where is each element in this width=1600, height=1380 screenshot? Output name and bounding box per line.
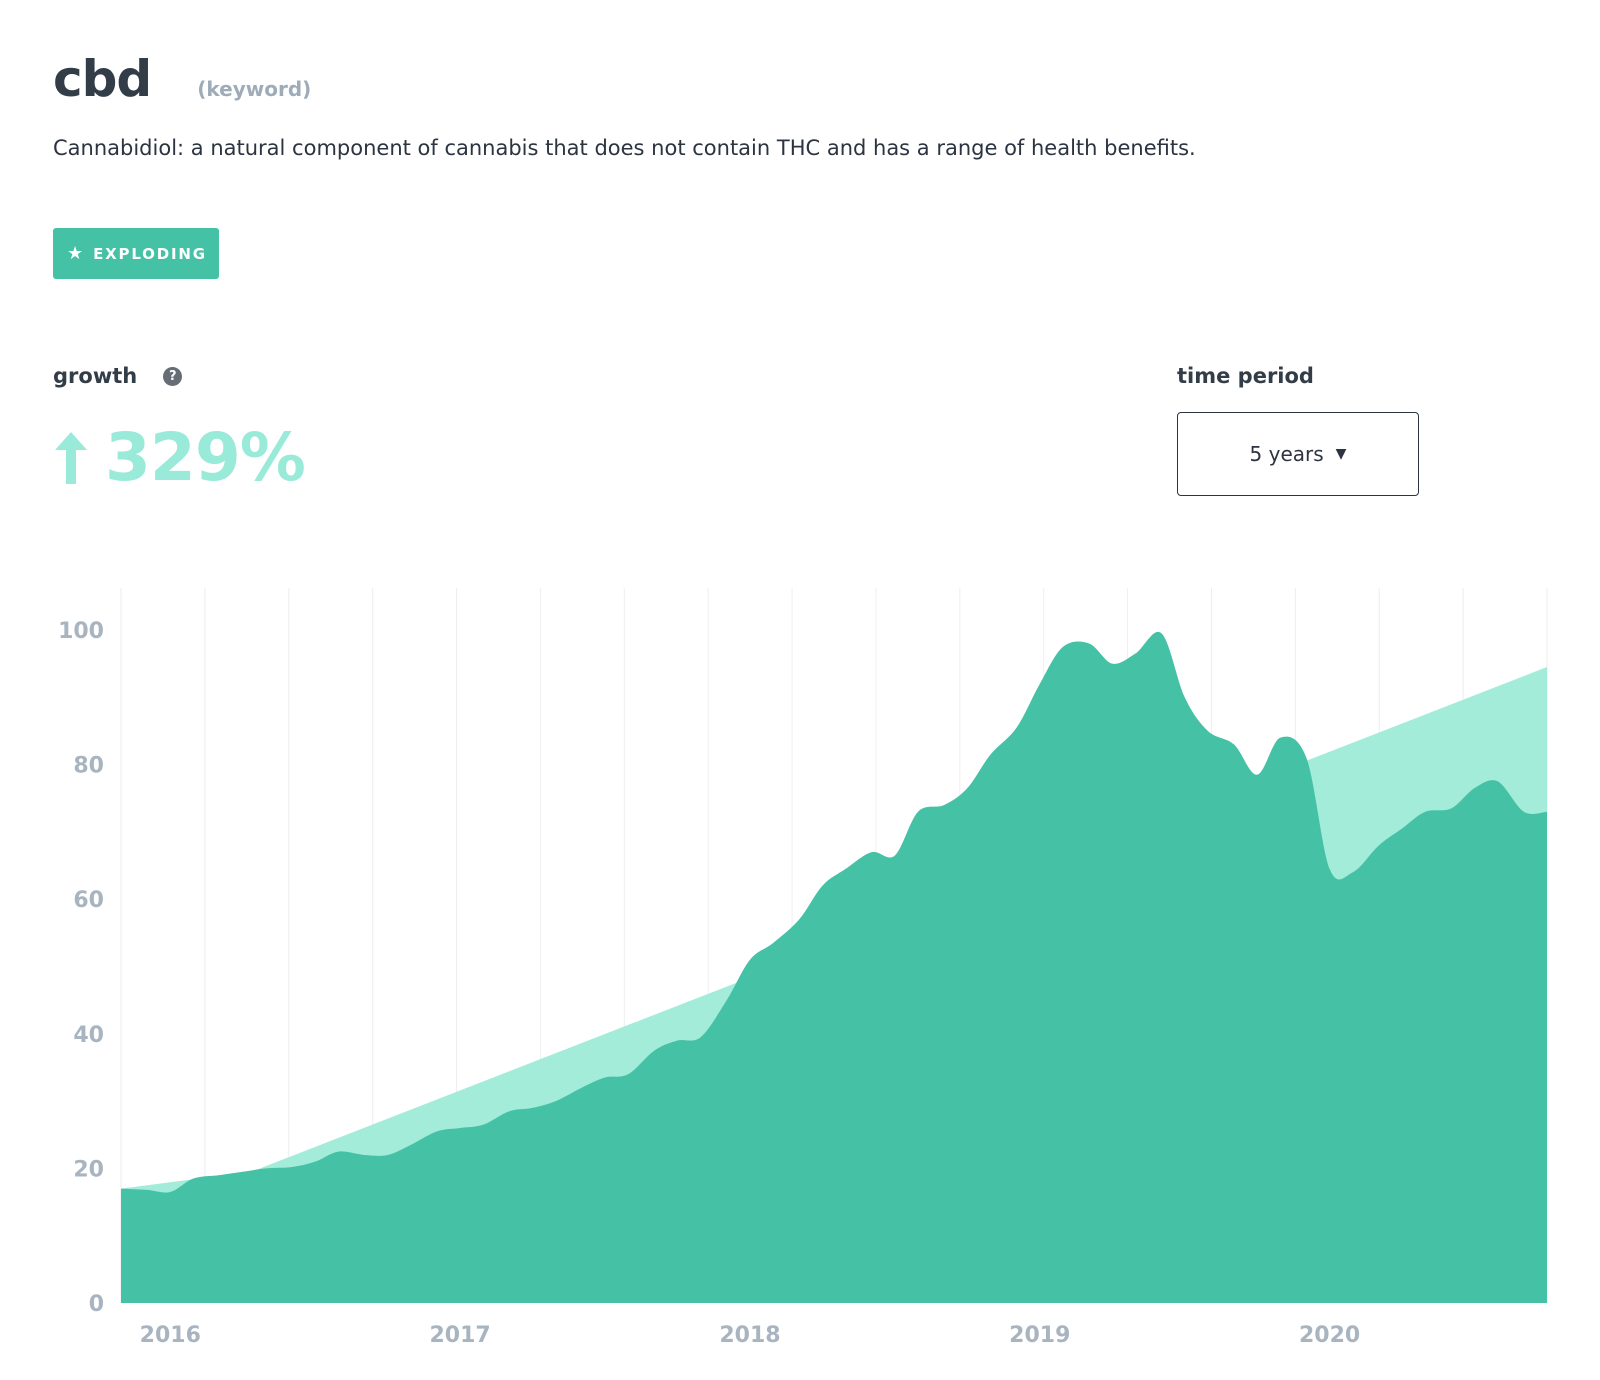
trend-chart: 0 20 40 60 80 100 2016 2017 2018 2019 2020 xyxy=(58,588,1548,1348)
x-tick-label: 2019 xyxy=(1009,1323,1070,1348)
y-tick-label: 100 xyxy=(58,619,104,644)
keyword-description: Cannabidiol: a natural component of cann… xyxy=(53,136,1196,160)
y-tick-label: 20 xyxy=(73,1157,104,1182)
time-period-label: time period xyxy=(1177,364,1314,388)
x-tick-label: 2017 xyxy=(429,1323,490,1348)
title-row: cbd (keyword) xyxy=(53,50,311,108)
growth-percentage: 329% xyxy=(105,419,306,496)
caret-down-icon: ▼ xyxy=(1335,446,1347,462)
question-icon[interactable]: ? xyxy=(163,366,183,386)
star-icon: ★ xyxy=(67,242,84,264)
y-tick-label: 40 xyxy=(73,1023,104,1048)
growth-label: growth xyxy=(53,364,138,388)
time-period-dropdown[interactable]: 5 years ▼ xyxy=(1177,412,1419,496)
x-tick-label: 2016 xyxy=(140,1323,201,1348)
arrow-up-icon xyxy=(55,432,87,484)
y-tick-label: 80 xyxy=(73,754,104,779)
search-volume-area xyxy=(121,631,1547,1303)
x-tick-label: 2018 xyxy=(719,1323,780,1348)
x-tick-label: 2020 xyxy=(1299,1323,1360,1348)
badge-label: EXPLODING xyxy=(93,244,207,263)
y-tick-label: 0 xyxy=(89,1292,104,1317)
keyword-title: cbd xyxy=(53,50,152,108)
exploding-badge: ★ EXPLODING xyxy=(53,228,219,279)
growth-label-row: growth ? xyxy=(53,364,183,388)
y-tick-label: 60 xyxy=(73,888,104,913)
time-period-value: 5 years xyxy=(1249,442,1324,466)
keyword-type-label: (keyword) xyxy=(197,77,312,101)
growth-value-row: 329% xyxy=(52,419,306,496)
